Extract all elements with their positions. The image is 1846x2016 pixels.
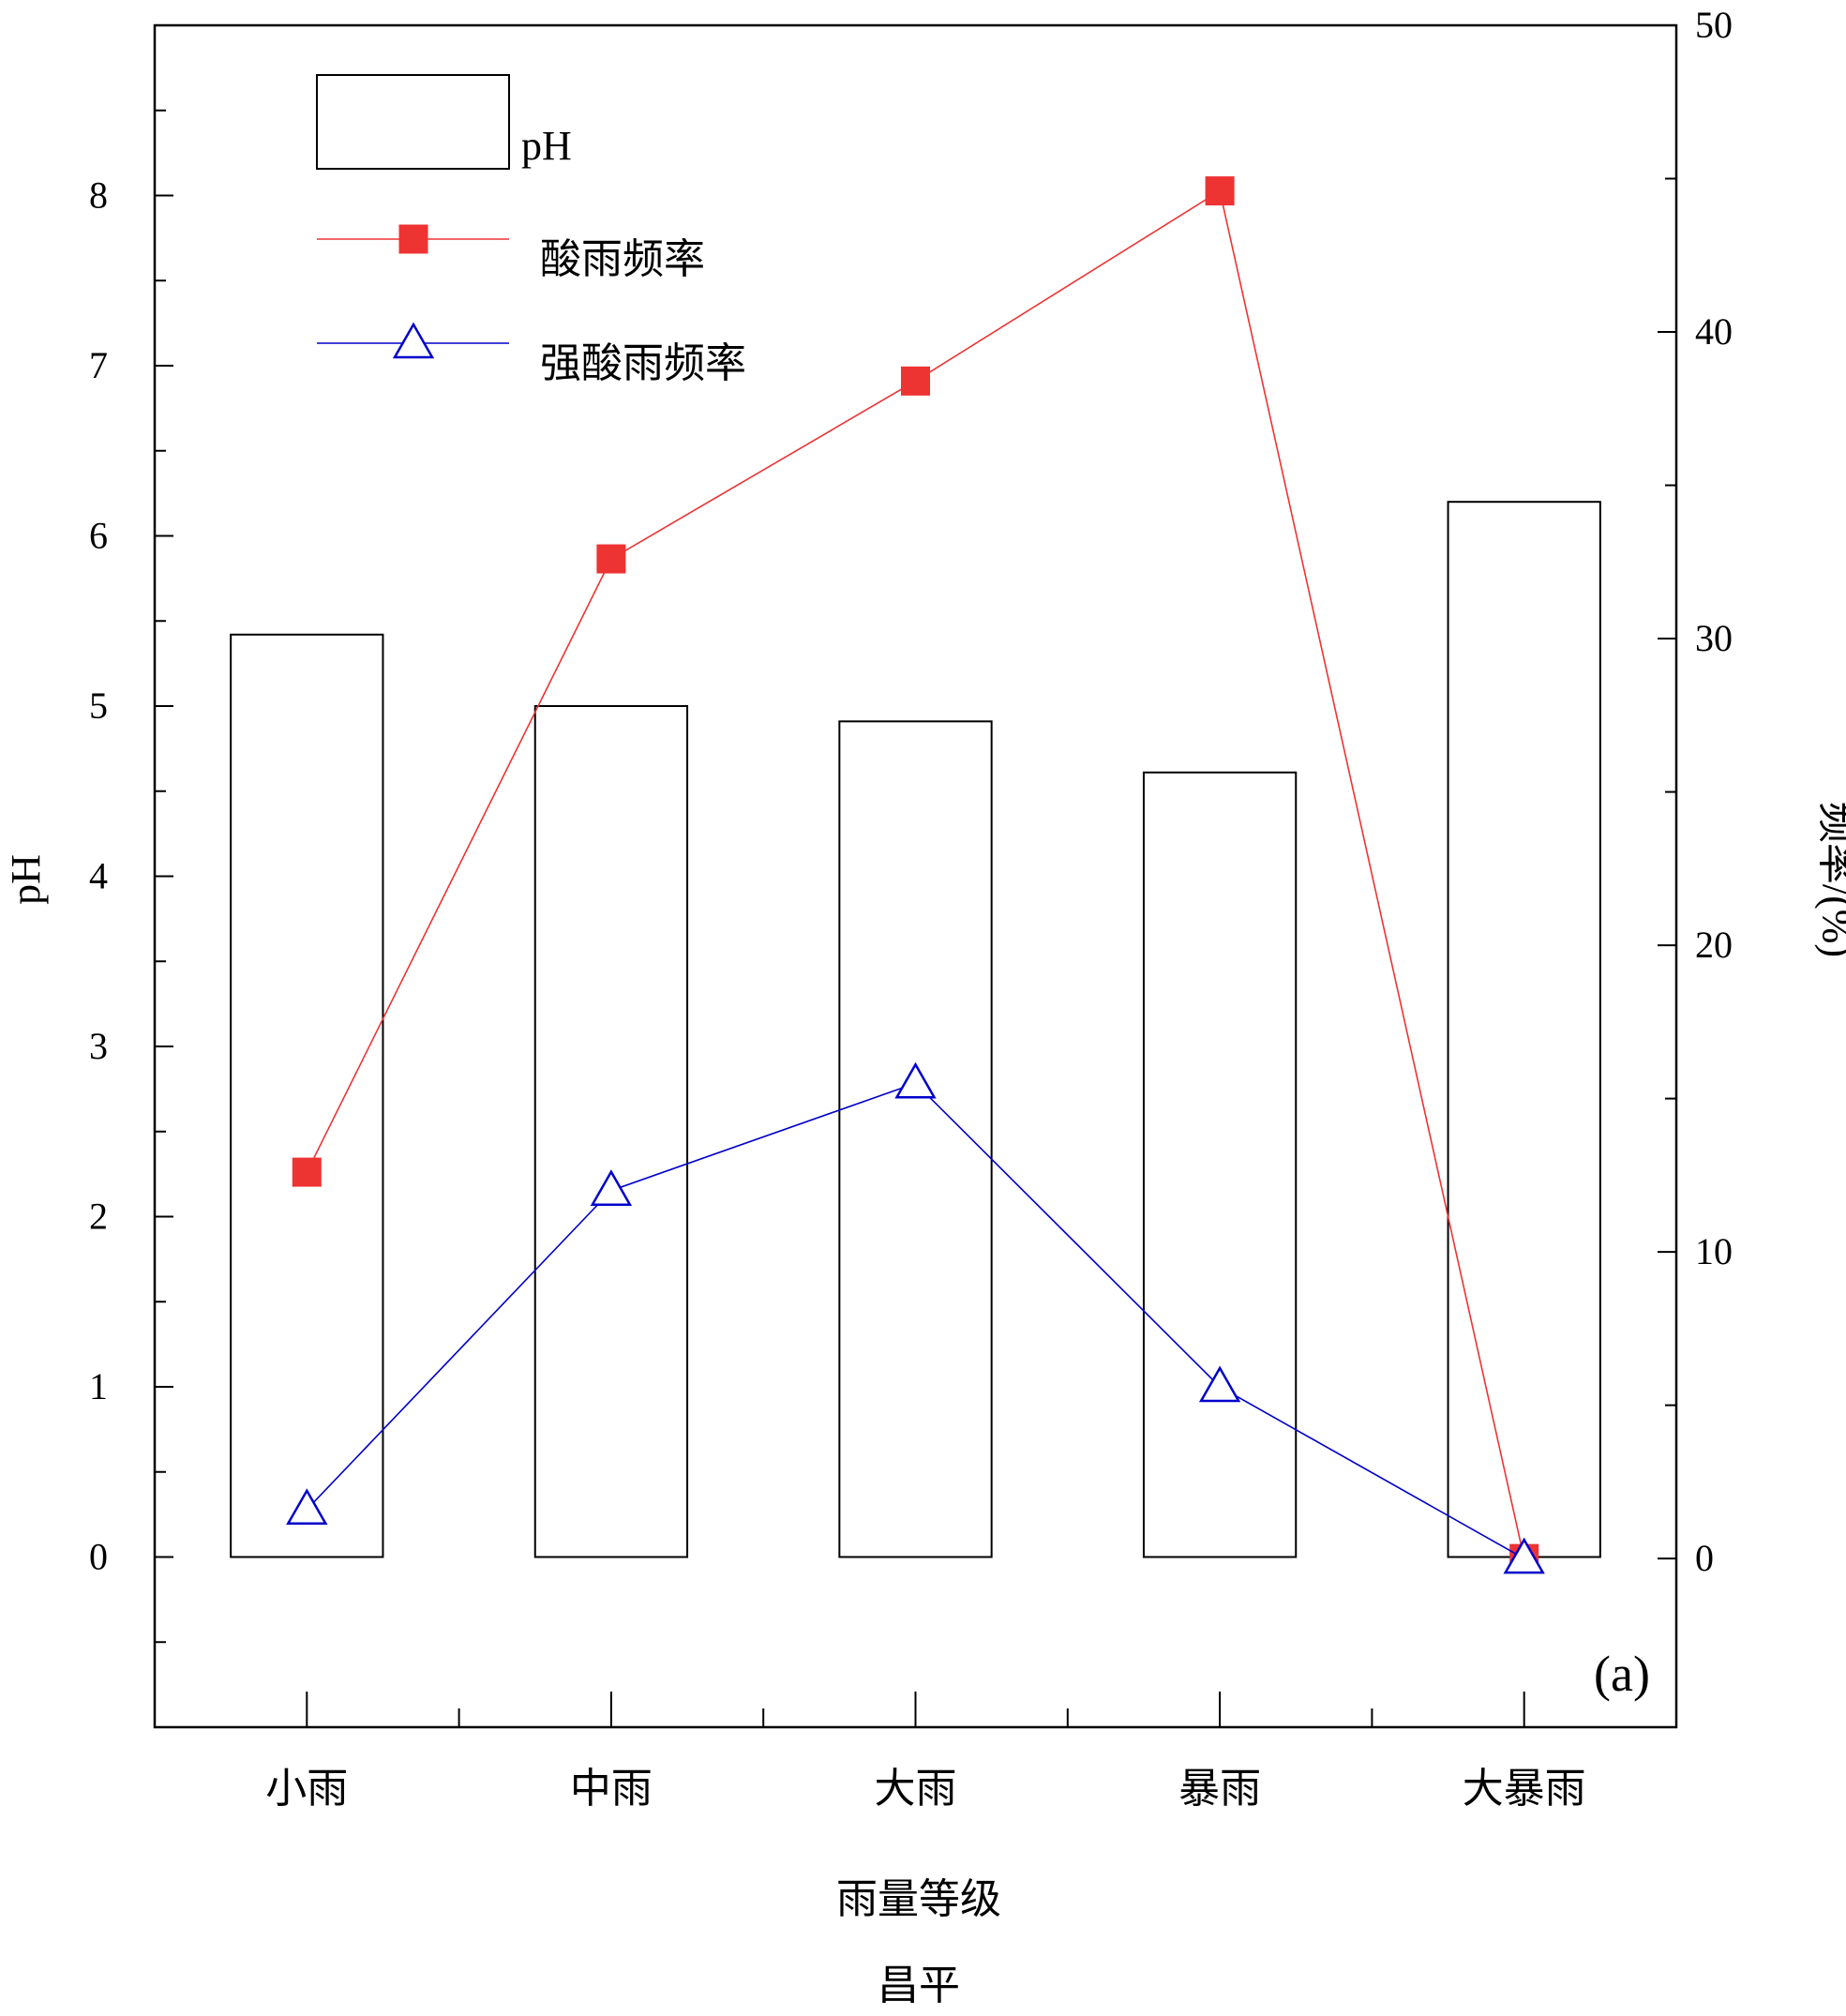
y-right-tick-label: 50 [1695, 4, 1733, 46]
panel-label: (a) [1594, 1646, 1650, 1702]
acid-rain-point [901, 366, 930, 396]
strong-acid-rain-point [894, 1061, 937, 1099]
y-right-tick-label: 40 [1695, 310, 1733, 353]
x-tick-label: 大雨 [875, 1766, 957, 1812]
x-tick-label: 中雨 [570, 1766, 653, 1812]
bar-ph [1142, 771, 1298, 1558]
y-right-tick-label: 20 [1695, 924, 1733, 966]
legend-swatch-ph [316, 74, 510, 170]
acid-rain-point [1205, 176, 1235, 206]
y-left-tick-label: 5 [89, 685, 108, 727]
bar-ph [1447, 501, 1601, 1558]
y-right-axis-label: 频率/(%) [1814, 802, 1846, 957]
bar-ph [838, 720, 993, 1558]
y-left-tick-label: 3 [89, 1025, 108, 1067]
legend-label-acid-rain: 酸雨频率 [540, 236, 705, 282]
x-tick-label: 大暴雨 [1463, 1766, 1586, 1812]
strong-acid-rain-point [590, 1169, 633, 1206]
station-label: 昌平 [878, 1963, 960, 2008]
legend-marker-strong-acid-rain [392, 322, 435, 359]
y-right-tick-label: 30 [1695, 617, 1733, 659]
legend-label-ph: pH [521, 123, 572, 169]
legend-label-strong-acid-rain: 强酸雨频率 [540, 340, 746, 386]
bar-ph [230, 633, 384, 1558]
strong-acid-rain-line [306, 1082, 1525, 1559]
strong-acid-rain-point [1198, 1365, 1241, 1403]
strong-acid-rain-point [286, 1488, 328, 1526]
y-right-tick-label: 10 [1695, 1230, 1733, 1272]
y-left-tick-label: 6 [89, 515, 108, 557]
y-left-tick-label: 4 [89, 855, 108, 897]
x-tick-label: 小雨 [265, 1766, 348, 1812]
y-left-tick-label: 0 [89, 1536, 108, 1578]
plot-layer [230, 176, 1601, 1574]
axes-layer: 0 1 2 3 4 5 6 7 8 0 10 20 30 40 50 小雨 中雨 大雨 暴雨 大暴雨 [89, 4, 1733, 1812]
y-left-tick-label: 1 [89, 1365, 108, 1407]
x-tick-label: 暴雨 [1178, 1766, 1261, 1812]
legend-marker-acid-rain [398, 224, 428, 254]
acid-rain-point [596, 544, 626, 574]
x-axis-label: 雨量等级 [836, 1876, 1001, 1922]
y-left-tick-label: 2 [89, 1196, 108, 1238]
strong-acid-rain-point [1503, 1537, 1545, 1574]
y-left-tick-label: 8 [89, 174, 108, 217]
y-left-tick-label: 7 [89, 344, 108, 386]
acid-rain-point [292, 1157, 322, 1187]
y-right-tick-label: 0 [1695, 1537, 1714, 1579]
y-left-axis-label: pH [3, 854, 49, 905]
acid-rain-line [306, 189, 1525, 1559]
bar-ph [533, 705, 689, 1558]
